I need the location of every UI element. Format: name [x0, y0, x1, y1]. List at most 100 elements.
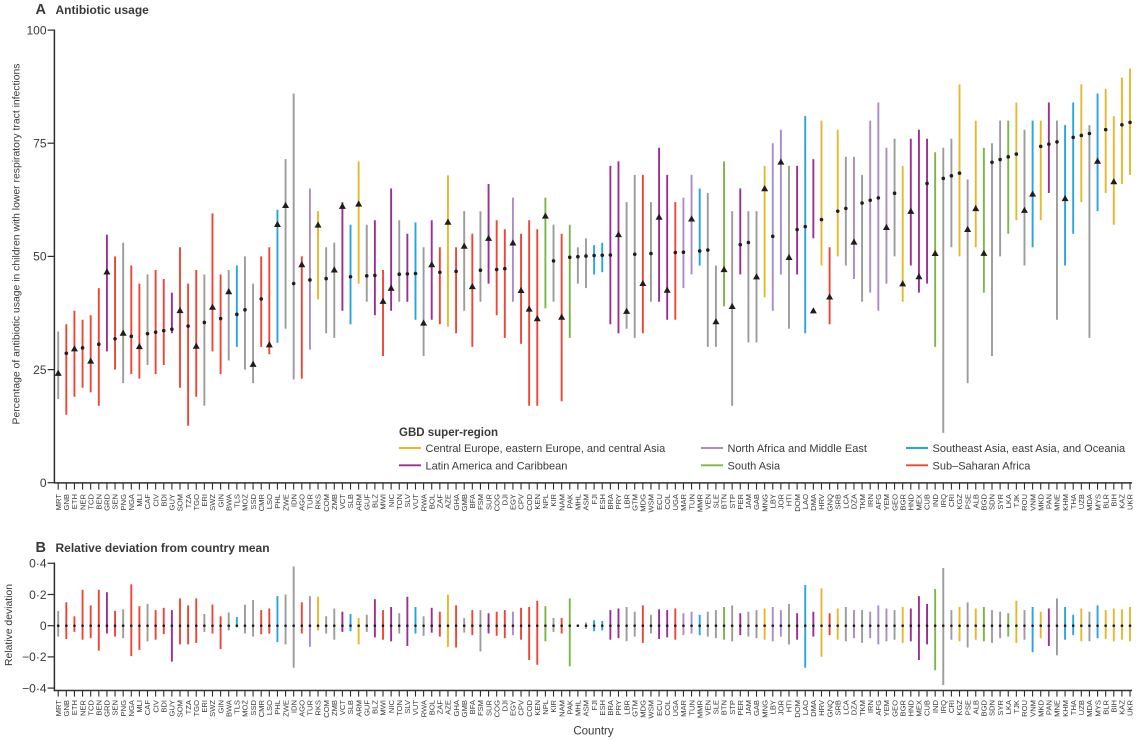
- svg-text:HND: HND: [907, 699, 916, 716]
- svg-text:SOM: SOM: [176, 494, 185, 511]
- svg-text:BLZ: BLZ: [371, 494, 380, 508]
- svg-text:MAR: MAR: [679, 699, 688, 716]
- svg-text:BFA: BFA: [468, 699, 477, 714]
- svg-text:RKS: RKS: [314, 494, 323, 510]
- svg-text:COL: COL: [663, 494, 672, 510]
- svg-text:UKR: UKR: [1126, 493, 1135, 510]
- svg-text:BEN: BEN: [95, 494, 104, 510]
- svg-text:MAR: MAR: [679, 493, 688, 510]
- svg-text:PSE: PSE: [963, 494, 972, 509]
- svg-text:Antibiotic usage: Antibiotic usage: [56, 3, 150, 17]
- svg-text:TJK: TJK: [1012, 700, 1021, 714]
- svg-text:MHL: MHL: [574, 494, 583, 510]
- svg-text:KEN: KEN: [533, 494, 542, 510]
- svg-text:MMR: MMR: [695, 493, 704, 512]
- svg-text:MHL: MHL: [574, 700, 583, 716]
- svg-text:ERI: ERI: [200, 494, 209, 507]
- svg-text:PHL: PHL: [273, 494, 282, 509]
- svg-text:MYS: MYS: [1093, 700, 1102, 716]
- svg-text:TUN: TUN: [687, 494, 696, 510]
- svg-text:0: 0: [40, 619, 47, 633]
- svg-text:BDI: BDI: [159, 700, 168, 713]
- svg-text:PSE: PSE: [963, 700, 972, 715]
- svg-text:NER: NER: [78, 699, 87, 716]
- svg-text:SRB: SRB: [833, 494, 842, 510]
- svg-text:BRA: BRA: [606, 493, 615, 510]
- svg-text:TZA: TZA: [184, 493, 193, 508]
- svg-text:GEO: GEO: [890, 700, 899, 717]
- svg-text:TJK: TJK: [1012, 494, 1021, 508]
- svg-text:ESH: ESH: [598, 494, 607, 510]
- svg-text:PRY: PRY: [614, 700, 623, 715]
- svg-text:MKD: MKD: [1036, 699, 1045, 716]
- svg-text:NPL: NPL: [541, 700, 550, 715]
- svg-text:GUY: GUY: [168, 494, 177, 510]
- svg-text:NAM: NAM: [557, 700, 566, 717]
- svg-text:GUY: GUY: [168, 700, 177, 716]
- svg-text:IDN: IDN: [289, 494, 298, 507]
- svg-text:0·2: 0·2: [29, 588, 47, 602]
- svg-text:ZAF: ZAF: [436, 494, 445, 509]
- svg-text:TLS: TLS: [233, 700, 242, 714]
- svg-text:JAM: JAM: [744, 700, 753, 715]
- svg-text:VEN: VEN: [704, 700, 713, 716]
- svg-text:FJI: FJI: [590, 494, 599, 505]
- svg-text:ETH: ETH: [70, 494, 79, 509]
- svg-text:SWZ: SWZ: [208, 494, 217, 511]
- svg-text:ROU: ROU: [1020, 700, 1029, 717]
- svg-text:MNG: MNG: [760, 494, 769, 512]
- svg-text:SLB: SLB: [346, 700, 355, 714]
- svg-text:SRB: SRB: [833, 700, 842, 716]
- svg-text:Percentage of antibiotic usage: Percentage of antibiotic usage in childr…: [12, 64, 23, 425]
- svg-text:ZMB: ZMB: [330, 494, 339, 510]
- svg-text:BGD: BGD: [980, 699, 989, 716]
- svg-text:DZA: DZA: [850, 699, 859, 715]
- svg-text:LBY: LBY: [768, 494, 777, 508]
- svg-text:COG: COG: [492, 700, 501, 717]
- svg-text:CMR: CMR: [257, 493, 266, 511]
- svg-text:GRD: GRD: [103, 699, 112, 716]
- svg-text:NIC: NIC: [387, 493, 396, 507]
- svg-text:ARM: ARM: [354, 494, 363, 511]
- svg-text:BOL: BOL: [427, 700, 436, 715]
- svg-text:TUR: TUR: [306, 699, 315, 715]
- svg-text:LKA: LKA: [1004, 699, 1013, 714]
- svg-text:LAO: LAO: [801, 700, 810, 715]
- svg-text:VNM: VNM: [1028, 494, 1037, 511]
- svg-text:LBY: LBY: [768, 700, 777, 714]
- svg-text:BLR: BLR: [1101, 699, 1110, 714]
- svg-text:KGZ: KGZ: [955, 494, 964, 510]
- svg-text:UKR: UKR: [1126, 699, 1135, 716]
- svg-text:LKA: LKA: [1004, 493, 1013, 508]
- svg-text:AFG: AFG: [874, 700, 883, 716]
- svg-text:DMA: DMA: [809, 699, 818, 717]
- svg-text:CRI: CRI: [947, 494, 956, 507]
- svg-text:KAZ: KAZ: [1118, 700, 1127, 715]
- svg-text:LSO: LSO: [265, 700, 274, 715]
- svg-text:CUB: CUB: [923, 700, 932, 716]
- svg-text:MWI: MWI: [379, 494, 388, 510]
- svg-text:ZWE: ZWE: [281, 494, 290, 511]
- svg-text:KHM: KHM: [1061, 700, 1070, 717]
- svg-text:LCA: LCA: [842, 493, 851, 509]
- svg-text:SYR: SYR: [996, 699, 1005, 715]
- svg-text:75: 75: [33, 137, 47, 151]
- svg-text:FSM: FSM: [476, 700, 485, 716]
- svg-text:CIV: CIV: [151, 699, 160, 713]
- svg-text:AFG: AFG: [874, 494, 883, 510]
- svg-text:MDG: MDG: [639, 494, 648, 512]
- svg-text:MNG: MNG: [760, 700, 769, 718]
- svg-text:GEO: GEO: [890, 494, 899, 511]
- svg-text:MNE: MNE: [1053, 494, 1062, 511]
- svg-text:NGA: NGA: [127, 699, 136, 716]
- svg-text:VCT: VCT: [338, 494, 347, 510]
- svg-text:MLI: MLI: [135, 494, 144, 507]
- svg-text:NIC: NIC: [387, 699, 396, 713]
- svg-text:Sub–Saharan Africa: Sub–Saharan Africa: [933, 460, 1032, 472]
- svg-text:North Africa and Middle East: North Africa and Middle East: [728, 443, 867, 455]
- svg-text:ASM: ASM: [582, 700, 591, 716]
- svg-text:ALB: ALB: [971, 700, 980, 714]
- svg-text:MDA: MDA: [1085, 699, 1094, 717]
- svg-text:CPV: CPV: [517, 699, 526, 716]
- svg-text:MLI: MLI: [135, 700, 144, 713]
